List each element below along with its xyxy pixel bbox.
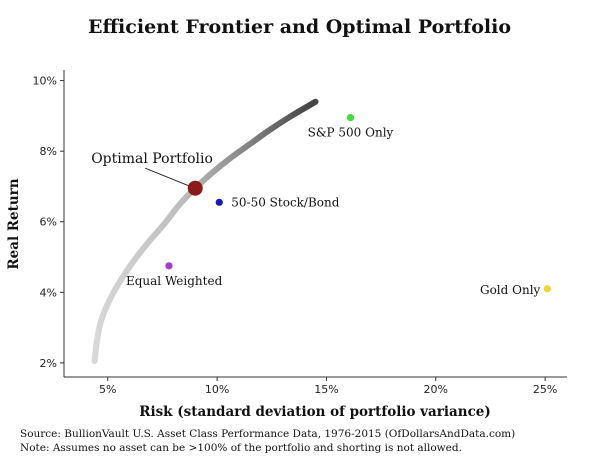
axes: 5% 10% 15% 20% 25% 2% 4% 6% 8% 10%: [33, 70, 567, 396]
gold-only-point: [543, 285, 551, 293]
s-p-500-only-label: S&P 500 Only: [308, 126, 394, 140]
y-tick-label: 4%: [40, 286, 57, 299]
y-tick-label: 8%: [40, 145, 57, 158]
chart-notes: Source: BullionVault U.S. Asset Class Pe…: [20, 427, 595, 455]
gold-only-label: Gold Only: [480, 283, 541, 297]
x-tick-label: 15%: [314, 383, 338, 396]
y-axis-title: Real Return: [6, 178, 22, 269]
source-note: Source: BullionVault U.S. Asset Class Pe…: [20, 428, 516, 440]
y-tick-label: 10%: [33, 75, 57, 88]
efficient-frontier-layer: [91, 98, 319, 365]
50-50-stock-bond-point: [215, 198, 223, 206]
50-50-stock-bond-label: 50-50 Stock/Bond: [231, 195, 339, 209]
assumption-note: Note: Assumes no asset can be >100% of t…: [20, 442, 462, 454]
x-tick-label: 25%: [533, 383, 557, 396]
portfolio-points-layer: Optimal Portfolio 50-50 Stock/Bond Equal W…: [91, 114, 551, 297]
chart-title: Efficient Frontier and Optimal Portfolio: [87, 16, 512, 38]
y-tick-label: 2%: [40, 357, 57, 370]
x-tick-label: 5%: [99, 383, 116, 396]
efficient-frontier-line: [91, 98, 319, 365]
x-tick-label: 10%: [205, 383, 229, 396]
s-p-500-only-point: [346, 114, 355, 122]
y-tick-label: 6%: [40, 216, 57, 229]
optimal-portfolio-point: [187, 180, 203, 196]
equal-weighted-point: [165, 262, 173, 270]
optimal-portfolio-leader-line: [145, 167, 193, 188]
x-tick-label: 20%: [424, 383, 448, 396]
optimal-portfolio-label: Optimal Portfolio: [91, 151, 213, 167]
x-axis-title: Risk (standard deviation of portfolio va…: [139, 404, 491, 420]
equal-weighted-label: Equal Weighted: [126, 274, 223, 288]
